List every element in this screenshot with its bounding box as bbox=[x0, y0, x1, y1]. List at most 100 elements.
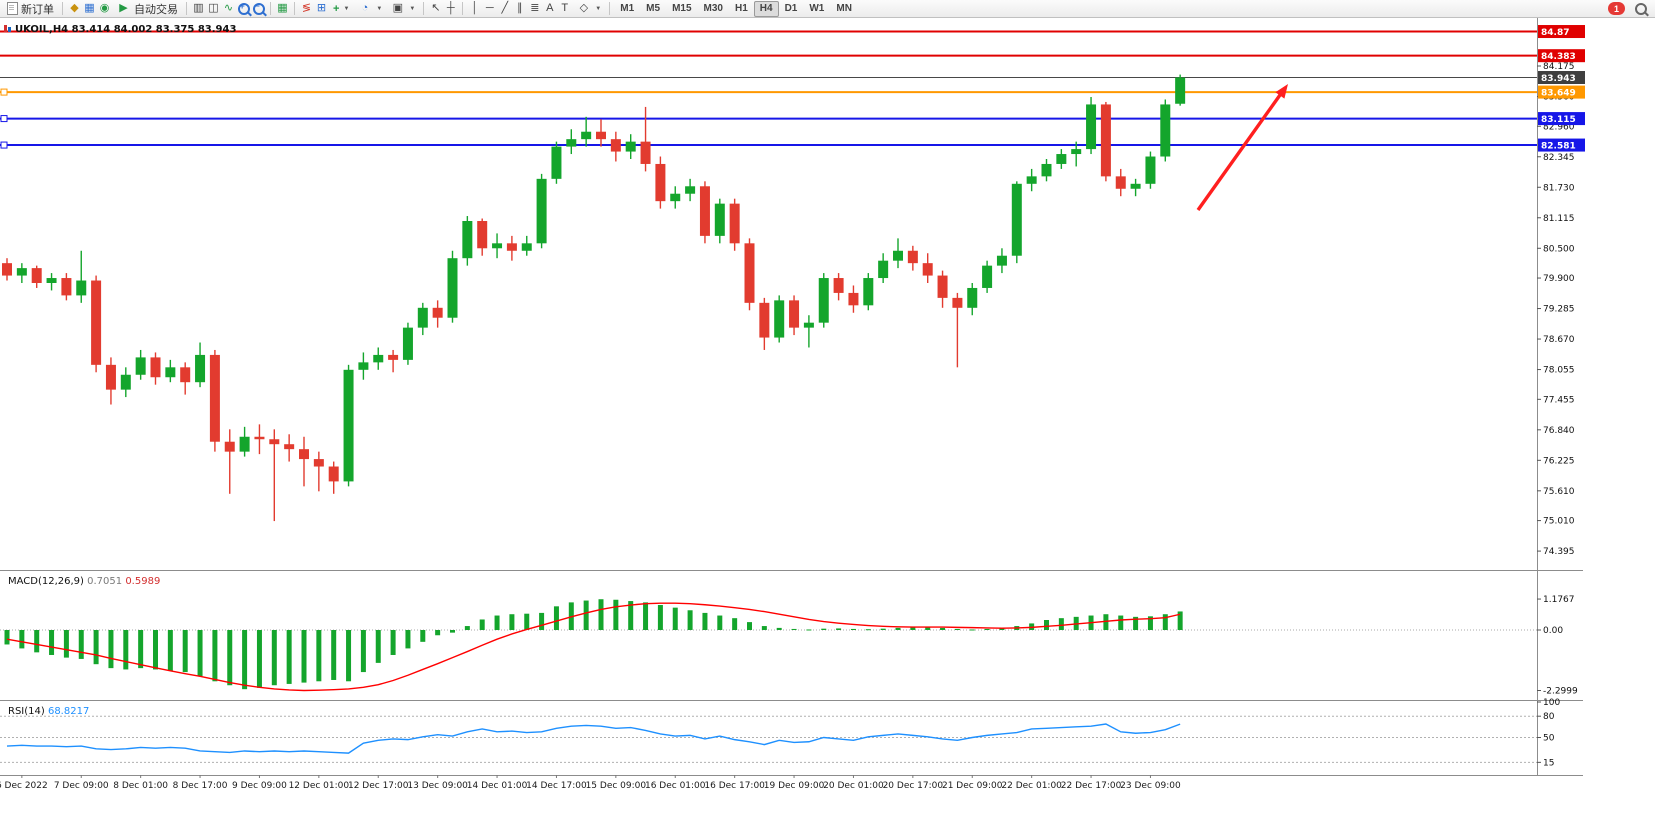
time-label: 20 Dec 01:00 bbox=[823, 781, 884, 791]
timeframe-m15[interactable]: M15 bbox=[672, 2, 692, 14]
rsi-label: RSI(14) 68.8217 bbox=[8, 706, 89, 717]
price-tick: 80.500 bbox=[1543, 244, 1575, 254]
price-tag: 83.943 bbox=[1538, 71, 1585, 85]
templates-button[interactable]: ▣ ▼ bbox=[386, 1, 419, 17]
candlestick-chart-icon[interactable]: ◫ bbox=[208, 2, 219, 14]
timeframe-h4[interactable]: H4 bbox=[753, 0, 779, 17]
rsi-line bbox=[6, 723, 1181, 754]
zoom-out-icon[interactable] bbox=[251, 1, 266, 16]
new-order-label: 新订单 bbox=[21, 3, 54, 16]
time-label: 23 Dec 09:00 bbox=[1120, 781, 1181, 791]
price-tick: 75.610 bbox=[1543, 487, 1575, 497]
time-label: 9 Dec 09:00 bbox=[232, 781, 287, 791]
line-handle[interactable] bbox=[0, 115, 8, 123]
time-label: 12 Dec 01:00 bbox=[289, 781, 350, 791]
channel-icon[interactable]: ∥ bbox=[517, 2, 523, 14]
timeframe-h1[interactable]: H1 bbox=[734, 2, 748, 14]
dropdown-caret: ▼ bbox=[409, 5, 416, 12]
autotrade-play-icon: ▶ bbox=[119, 2, 128, 14]
clock-icon: ◔ bbox=[361, 2, 369, 14]
svg-text:84.87: 84.87 bbox=[1541, 28, 1569, 38]
vertical-line-icon[interactable]: │ bbox=[471, 2, 479, 14]
price-tick: 75.010 bbox=[1543, 517, 1575, 527]
zoom-in-icon[interactable] bbox=[236, 1, 251, 16]
time-label: 8 Dec 17:00 bbox=[173, 781, 228, 791]
rsi-tick: 50 bbox=[1543, 734, 1555, 744]
bar-chart-icon[interactable]: ▥ bbox=[193, 2, 204, 14]
indicators-icon[interactable]: ≶ bbox=[301, 2, 312, 14]
timeframe-w1[interactable]: W1 bbox=[809, 2, 825, 14]
line-handle[interactable] bbox=[0, 141, 8, 149]
time-label: 12 Dec 17:00 bbox=[348, 781, 409, 791]
time-label: 19 Dec 09:00 bbox=[764, 781, 825, 791]
add-indicator-button[interactable]: + ▼ bbox=[329, 1, 353, 17]
svg-text:82.581: 82.581 bbox=[1541, 142, 1576, 152]
indicator-list-icon[interactable]: ⊞ bbox=[316, 2, 327, 14]
rsi-tick: 80 bbox=[1543, 712, 1555, 722]
tile-windows-icon[interactable]: ▦ bbox=[277, 2, 288, 14]
svg-text:83.649: 83.649 bbox=[1541, 89, 1576, 99]
svg-text:83.115: 83.115 bbox=[1541, 115, 1576, 125]
trendline-icon[interactable]: ╱ bbox=[501, 2, 509, 14]
time-label: 16 Dec 01:00 bbox=[645, 781, 706, 791]
candles-layer[interactable] bbox=[2, 74, 1186, 522]
timeframe-m30[interactable]: M30 bbox=[703, 2, 723, 14]
macd-signal-line bbox=[6, 602, 1181, 692]
symbol-ohlc-label: UKOIL,H4 83.414 84.002 83.375 83.943 bbox=[15, 24, 236, 35]
price-tick: 77.455 bbox=[1543, 395, 1575, 405]
data-window-icon[interactable]: ▦ bbox=[84, 2, 95, 14]
price-tick: 74.395 bbox=[1543, 547, 1575, 557]
price-tick: 76.840 bbox=[1543, 426, 1575, 436]
time-label: 22 Dec 01:00 bbox=[1001, 781, 1062, 791]
price-tick: 76.225 bbox=[1543, 456, 1575, 466]
trend-arrow[interactable] bbox=[1196, 84, 1288, 211]
timeframe-m1[interactable]: M1 bbox=[620, 2, 635, 14]
navigator-icon[interactable]: ◉ bbox=[99, 2, 110, 14]
timeframe-mn[interactable]: MN bbox=[836, 2, 852, 14]
time-label: 21 Dec 09:00 bbox=[942, 781, 1003, 791]
search-icon[interactable] bbox=[1633, 1, 1648, 16]
time-label: 7 Dec 09:00 bbox=[54, 781, 109, 791]
label-tool-icon[interactable]: T bbox=[561, 2, 569, 14]
price-tick: 82.345 bbox=[1543, 153, 1575, 163]
price-tick: 82.960 bbox=[1543, 122, 1575, 132]
price-tick: 84.175 bbox=[1543, 62, 1575, 72]
rsi-tick: 15 bbox=[1543, 758, 1554, 768]
time-label: 15 Dec 09:00 bbox=[586, 781, 647, 791]
toolbar-separator bbox=[186, 2, 187, 15]
price-tag: 84.87 bbox=[1538, 25, 1585, 39]
new-order-icon bbox=[7, 2, 18, 15]
toolbar: 新订单 ◆ ▦ ◉ ▶ 自动交易 ▥ ◫ ∿ ▦ ≶ ⊞ + ▼ ◔ ▼ ▣ ▼… bbox=[0, 0, 1655, 18]
chart-canvas[interactable]: 84.17583.56082.96082.34581.73081.11580.5… bbox=[0, 18, 1655, 822]
period-button[interactable]: ◔ ▼ bbox=[353, 1, 386, 17]
new-order-button[interactable]: 新订单 bbox=[3, 1, 58, 17]
macd-tick: -2.2999 bbox=[1543, 686, 1578, 696]
line-handle[interactable] bbox=[0, 88, 8, 96]
line-chart-icon[interactable]: ∿ bbox=[223, 2, 234, 14]
text-tool-icon[interactable]: A bbox=[546, 2, 554, 14]
dropdown-caret: ▼ bbox=[595, 5, 602, 12]
timeframe-m5[interactable]: M5 bbox=[646, 2, 661, 14]
alerts-badge[interactable]: 1 bbox=[1608, 2, 1625, 15]
hlines-layer bbox=[0, 30, 1537, 149]
price-tick: 81.730 bbox=[1543, 183, 1575, 193]
dropdown-caret: ▼ bbox=[376, 5, 383, 12]
price-tick: 79.900 bbox=[1543, 274, 1575, 284]
crosshair-icon[interactable]: ┼ bbox=[446, 2, 455, 14]
macd-tick: 0.00 bbox=[1543, 626, 1563, 636]
timeframe-d1[interactable]: D1 bbox=[784, 2, 798, 14]
macd-tick: 1.1767 bbox=[1543, 595, 1575, 605]
toolbar-separator bbox=[609, 2, 611, 15]
autotrading-button[interactable]: ▶ 自动交易 bbox=[112, 1, 182, 17]
price-tag: 83.649 bbox=[1538, 85, 1585, 99]
cursor-icon[interactable]: ↖ bbox=[431, 2, 441, 14]
toolbar-right-group: 1 bbox=[1608, 1, 1652, 16]
macd-label: MACD(12,26,9) 0.7051 0.5989 bbox=[8, 576, 160, 587]
market-watch-icon[interactable]: ◆ bbox=[70, 2, 79, 14]
shapes-button[interactable]: ◇ ▼ bbox=[572, 1, 605, 17]
autotrade-label: 自动交易 bbox=[134, 3, 178, 16]
horizontal-line-icon[interactable]: ─ bbox=[485, 2, 494, 14]
fibonacci-icon[interactable]: ≣ bbox=[530, 2, 540, 14]
plus-icon: + bbox=[333, 2, 340, 15]
dropdown-caret: ▼ bbox=[343, 5, 350, 12]
